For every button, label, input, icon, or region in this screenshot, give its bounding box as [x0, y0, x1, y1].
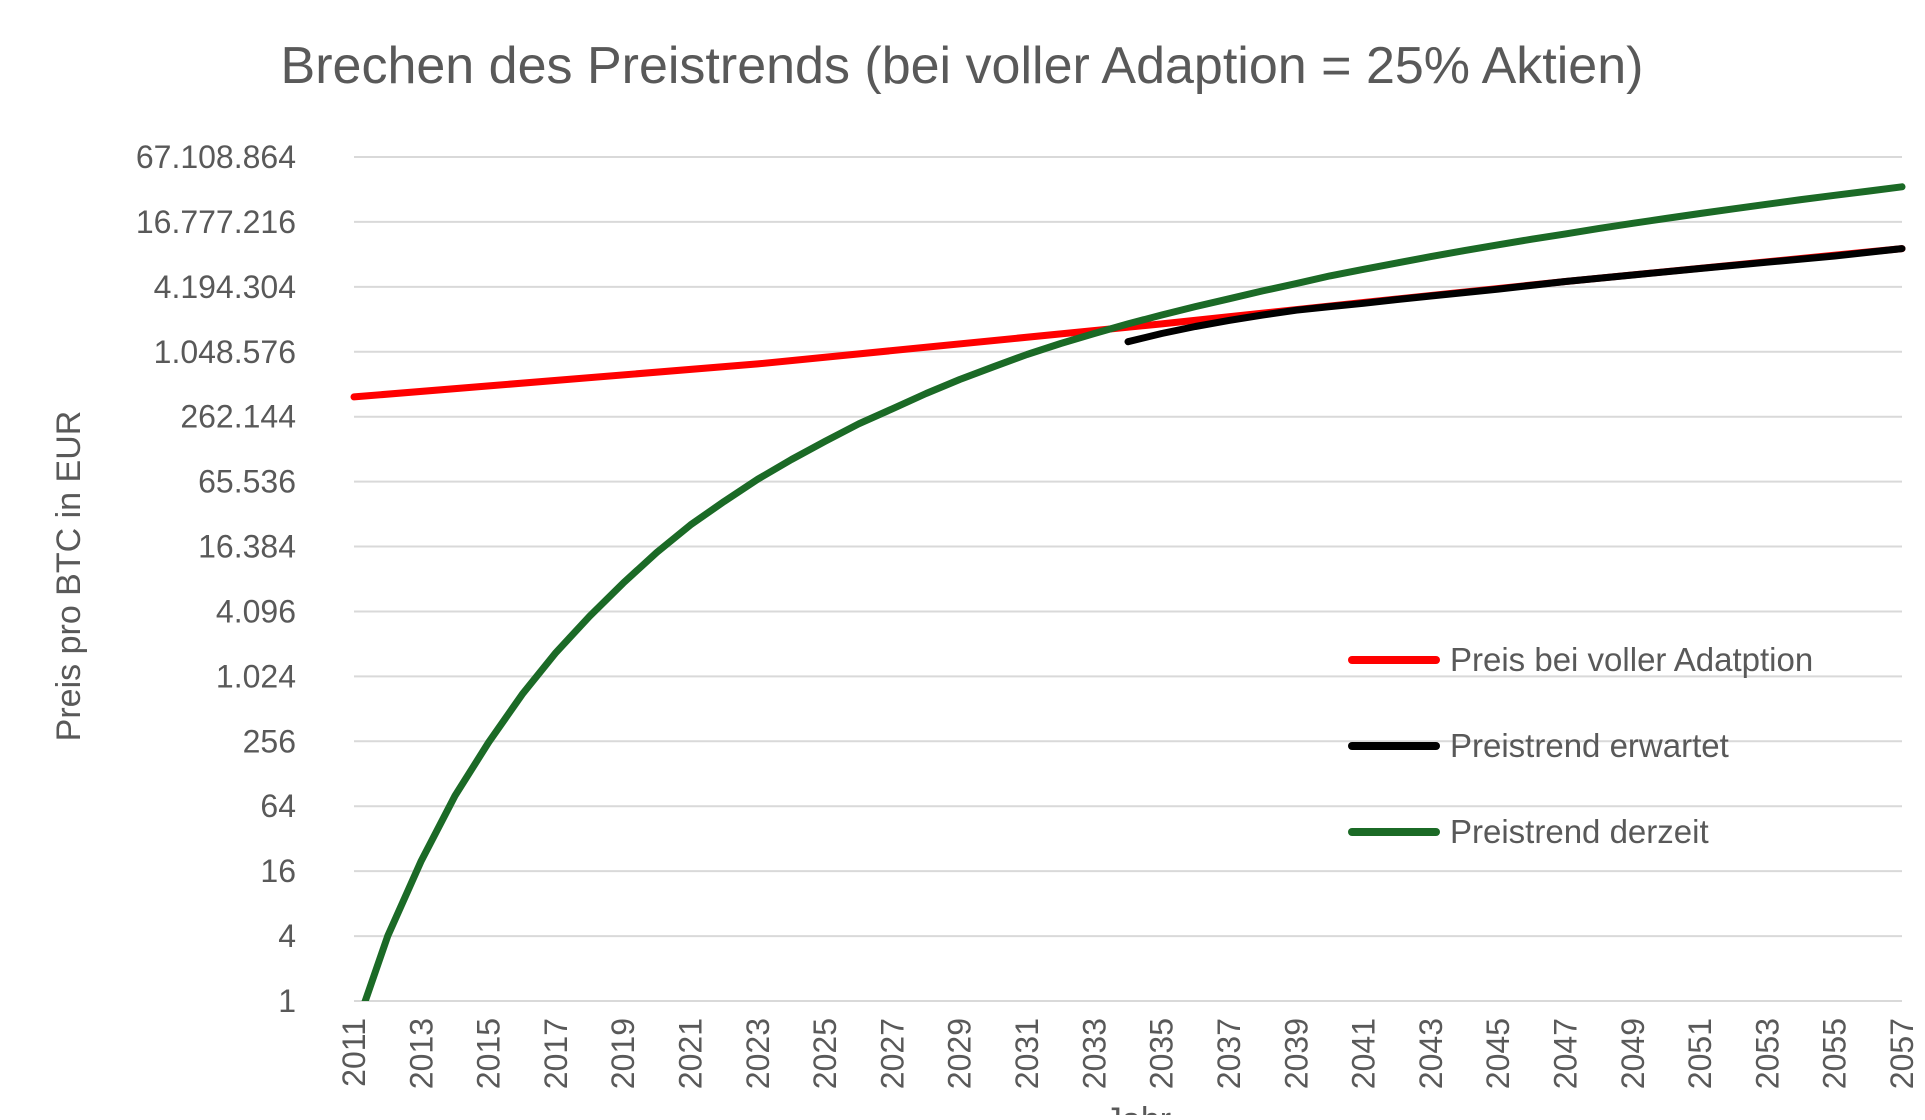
x-tick-label: 2043 — [1413, 1018, 1449, 1089]
x-tick-label: 2041 — [1346, 1018, 1382, 1089]
y-tick-label: 1 — [278, 983, 296, 1019]
y-tick-label: 16.777.216 — [136, 204, 296, 240]
series-line-3 — [361, 183, 1906, 1001]
x-tick-label: 2055 — [1817, 1018, 1853, 1089]
x-tick-label: 2047 — [1547, 1018, 1583, 1089]
y-tick-label: 1.024 — [216, 658, 296, 694]
x-axis-title: Jahr — [1105, 1101, 1171, 1115]
x-tick-label: 2025 — [807, 1018, 843, 1089]
x-tick-label: 2053 — [1749, 1018, 1785, 1089]
x-tick-label: 2031 — [1009, 1018, 1045, 1089]
x-tick-label: 2037 — [1211, 1018, 1247, 1089]
x-tick-label: 2017 — [538, 1018, 574, 1089]
x-tick-label: 2057 — [1884, 1018, 1920, 1089]
y-tick-label: 16 — [260, 853, 296, 889]
y-tick-label: 4.194.304 — [154, 269, 296, 305]
x-tick-label: 2013 — [403, 1018, 439, 1089]
legend-label: Preis bei voller Adatption — [1450, 641, 1813, 678]
y-tick-label: 262.144 — [180, 399, 296, 435]
legend: Preis bei voller Adatption Preistrend erw… — [1348, 641, 1813, 850]
x-tick-label: 2023 — [740, 1018, 776, 1089]
x-tick-label: 2011 — [336, 1018, 372, 1087]
y-tick-label: 256 — [243, 723, 296, 759]
series-lines — [350, 183, 1906, 1001]
series-line-2 — [1124, 245, 1906, 346]
y-axis-title: Preis pro BTC in EUR — [50, 411, 88, 742]
x-axis-ticks: 2011 2013 2015 2017 2019 2021 2023 2025 2027 2029… — [336, 1018, 1920, 1089]
x-tick-label: 2027 — [874, 1018, 910, 1089]
y-tick-label: 4 — [278, 918, 296, 954]
x-tick-label: 2051 — [1682, 1018, 1718, 1089]
gridlines — [354, 156, 1902, 1002]
chart-title: Brechen des Preistrends (bei voller Adap… — [281, 37, 1644, 95]
x-tick-label: 2049 — [1615, 1018, 1651, 1089]
x-tick-label: 2045 — [1480, 1018, 1516, 1089]
y-tick-label: 1.048.576 — [154, 334, 296, 370]
x-tick-label: 2033 — [1076, 1018, 1112, 1089]
y-tick-label: 67.108.864 — [136, 139, 296, 175]
y-tick-label: 4.096 — [216, 593, 296, 629]
x-tick-label: 2021 — [673, 1018, 709, 1089]
y-tick-label: 65.536 — [198, 464, 296, 500]
y-tick-label: 64 — [260, 788, 296, 824]
y-axis-ticks: 1 4 16 64 256 1.024 4.096 16.384 65.536 262.144 1.… — [136, 139, 296, 1019]
legend-label: Preistrend erwartet — [1450, 727, 1729, 764]
x-tick-label: 2019 — [605, 1018, 641, 1089]
x-tick-label: 2039 — [1278, 1018, 1314, 1089]
x-tick-label: 2029 — [942, 1018, 978, 1089]
y-tick-label: 16.384 — [198, 529, 296, 565]
x-tick-label: 2015 — [471, 1018, 507, 1089]
legend-label: Preistrend derzeit — [1450, 813, 1709, 850]
x-tick-label: 2035 — [1144, 1018, 1180, 1089]
